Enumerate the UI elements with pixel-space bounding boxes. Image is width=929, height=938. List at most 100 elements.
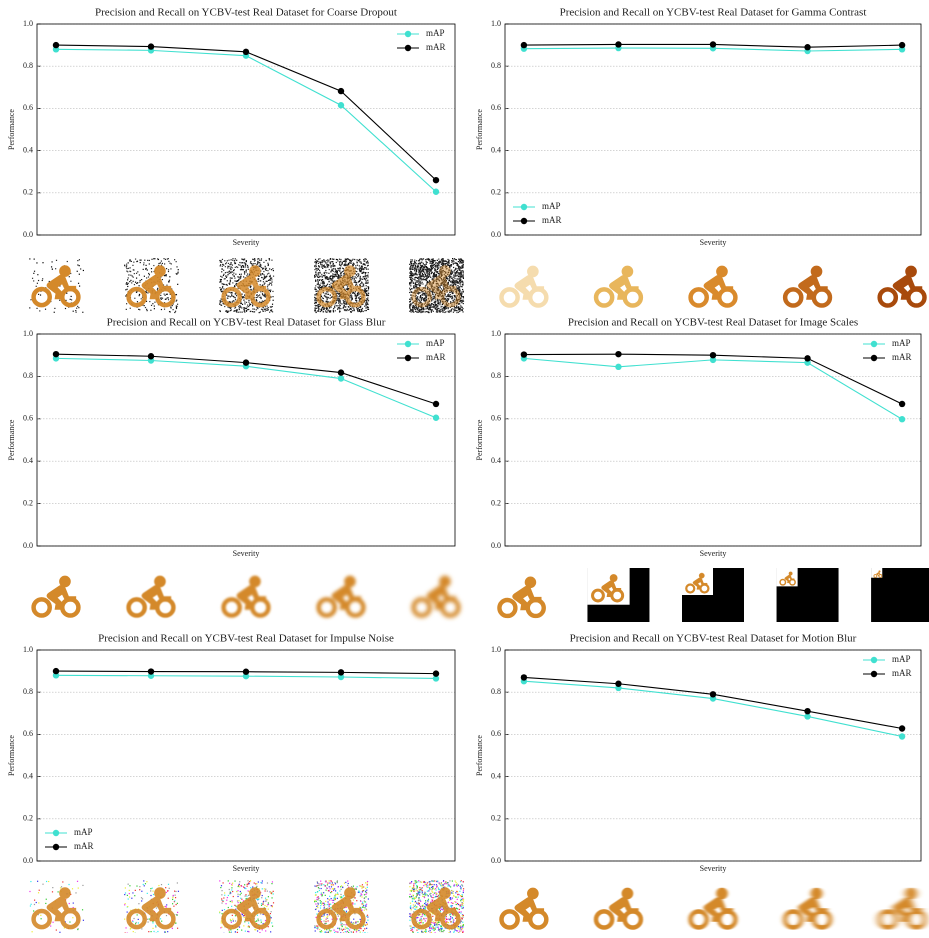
noise [222, 283, 223, 284]
noise [327, 884, 328, 885]
noise [141, 260, 142, 261]
noise [166, 892, 167, 893]
series-line [56, 45, 436, 180]
noise [264, 309, 265, 310]
noise [83, 270, 84, 271]
noise [268, 902, 269, 903]
noise [343, 301, 344, 302]
noise [459, 261, 460, 262]
noise [232, 901, 233, 902]
noise [341, 923, 342, 924]
noise [219, 880, 220, 881]
noise [432, 265, 433, 266]
noise [334, 897, 335, 898]
noise [154, 305, 155, 306]
noise [316, 268, 317, 269]
noise [330, 311, 331, 312]
data-point [804, 355, 810, 361]
noise [273, 891, 274, 892]
noise [147, 921, 148, 922]
y-tick-label: 0.6 [23, 414, 33, 423]
noise [320, 907, 321, 908]
noise [350, 308, 351, 309]
noise [451, 264, 452, 265]
noise [147, 310, 148, 311]
noise [163, 258, 164, 259]
noise [436, 271, 437, 272]
noise [145, 883, 146, 884]
noise [230, 302, 231, 303]
noise [452, 278, 453, 279]
thumbnail [34, 576, 79, 615]
noise [72, 888, 73, 889]
noise [326, 308, 327, 309]
noise [459, 287, 460, 288]
noise [128, 274, 129, 275]
noise [349, 259, 350, 260]
noise [441, 309, 442, 310]
noise [316, 312, 317, 313]
noise [225, 266, 226, 267]
noise [254, 258, 255, 259]
noise [460, 283, 461, 284]
thumbnail [129, 576, 174, 615]
noise [228, 260, 229, 261]
noise [458, 307, 459, 308]
noise [351, 307, 352, 308]
noise [446, 263, 447, 264]
noise [317, 907, 318, 908]
data-point [338, 88, 344, 94]
noise [62, 881, 63, 882]
noise [437, 305, 438, 306]
noise [150, 895, 151, 896]
noise [315, 287, 316, 288]
noise [451, 284, 452, 285]
noise [125, 289, 126, 290]
noise [351, 296, 352, 297]
noise [424, 279, 425, 280]
noise [139, 309, 140, 310]
noise [160, 295, 161, 296]
noise [325, 901, 326, 902]
noise [411, 261, 412, 262]
noise [264, 905, 265, 906]
noise [219, 304, 220, 305]
noise [459, 275, 460, 276]
noise [418, 280, 419, 281]
noise [165, 275, 166, 276]
noise [342, 268, 343, 269]
noise [133, 281, 134, 282]
noise [343, 300, 344, 301]
noise [162, 298, 163, 299]
noise [355, 276, 356, 277]
noise [46, 899, 47, 900]
noise [410, 305, 411, 306]
noise [152, 303, 153, 304]
noise [176, 305, 177, 306]
noise [73, 311, 74, 312]
noise [364, 276, 365, 277]
noise [433, 311, 434, 312]
noise [463, 291, 464, 292]
noise [271, 284, 272, 285]
noise [323, 275, 324, 276]
noise [141, 928, 142, 929]
noise [126, 282, 127, 283]
noise [422, 274, 423, 275]
noise [269, 284, 270, 285]
noise [239, 884, 240, 885]
noise [268, 909, 269, 910]
noise [428, 259, 429, 260]
noise [144, 885, 145, 886]
noise [354, 279, 355, 280]
noise [221, 900, 222, 901]
noise [365, 891, 366, 892]
noise [238, 900, 239, 901]
noise [423, 258, 424, 259]
noise [257, 296, 258, 297]
noise [332, 273, 333, 274]
thumbnail [785, 266, 830, 305]
noise [322, 268, 323, 269]
noise [168, 271, 169, 272]
noise [77, 260, 78, 261]
